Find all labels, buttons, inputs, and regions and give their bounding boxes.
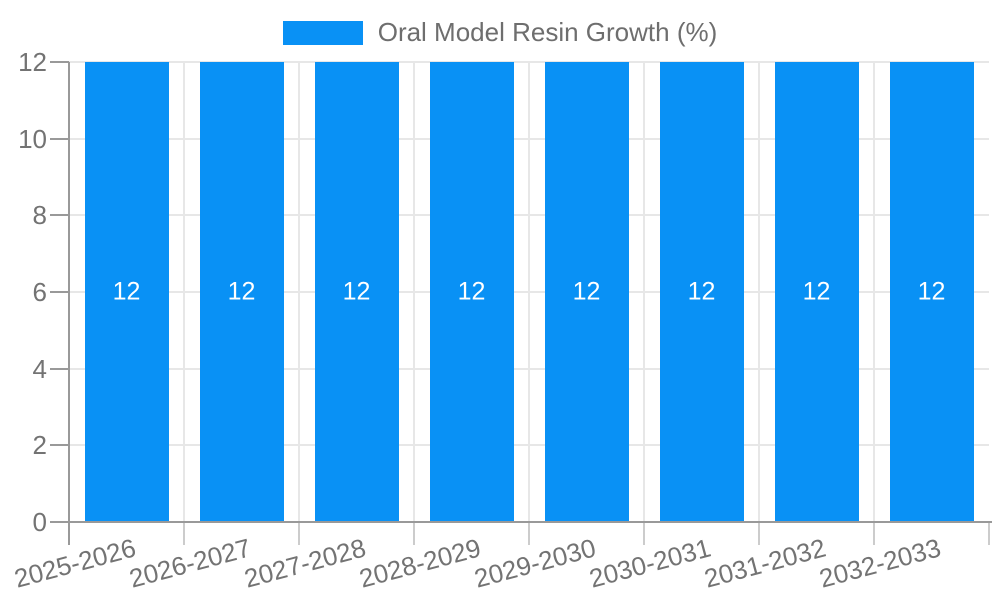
x-axis-tick	[528, 522, 530, 545]
bar: 12	[544, 62, 629, 522]
y-axis-line	[68, 62, 70, 545]
y-axis-label: 4	[32, 353, 47, 384]
bar-value-label: 12	[457, 277, 486, 306]
bar: 12	[774, 62, 859, 522]
y-axis-label: 2	[32, 430, 47, 461]
y-axis-tick	[50, 137, 69, 140]
x-gridline	[183, 62, 185, 522]
bar-value-label: 12	[112, 277, 141, 306]
y-axis-label: 6	[32, 277, 47, 307]
bar-value-label: 12	[687, 277, 716, 306]
bar-value-label: 12	[572, 277, 601, 306]
legend-item[interactable]: Oral Model Resin Growth (%)	[0, 17, 1000, 48]
bar: 12	[659, 62, 744, 522]
x-axis-tick	[298, 522, 300, 545]
legend-label: Oral Model Resin Growth (%)	[377, 17, 718, 47]
y-axis-label: 10	[18, 123, 47, 154]
x-axis-tick	[873, 522, 875, 545]
bar: 12	[199, 62, 284, 522]
bar-value-label: 12	[342, 277, 371, 306]
bar: 12	[429, 62, 514, 522]
x-gridline	[413, 62, 415, 522]
y-axis-tick	[50, 61, 69, 63]
x-axis-tick	[758, 522, 760, 545]
bar-value-label: 12	[227, 277, 256, 306]
bar: 12	[889, 62, 974, 522]
y-axis-tick	[50, 444, 69, 447]
x-axis-tick	[988, 522, 990, 545]
y-axis-tick	[50, 214, 69, 217]
bar-value-label: 12	[802, 277, 831, 306]
y-axis-tick	[50, 367, 69, 370]
bar-value-label: 12	[917, 277, 946, 306]
x-gridline	[643, 62, 645, 522]
legend-swatch-icon	[282, 20, 363, 45]
y-axis-label: 12	[18, 47, 47, 77]
x-axis-line	[50, 521, 992, 523]
x-gridline	[298, 62, 300, 522]
x-gridline	[528, 62, 530, 522]
x-gridline	[758, 62, 760, 522]
x-axis-tick	[643, 522, 645, 545]
bar: 12	[84, 62, 169, 522]
y-axis-label: 8	[32, 200, 47, 231]
y-axis-tick	[50, 291, 69, 293]
bar: 12	[314, 62, 399, 522]
x-axis-tick	[183, 522, 185, 545]
y-axis-label: 0	[32, 507, 47, 537]
x-axis-tick	[413, 522, 415, 545]
x-gridline	[873, 62, 875, 522]
